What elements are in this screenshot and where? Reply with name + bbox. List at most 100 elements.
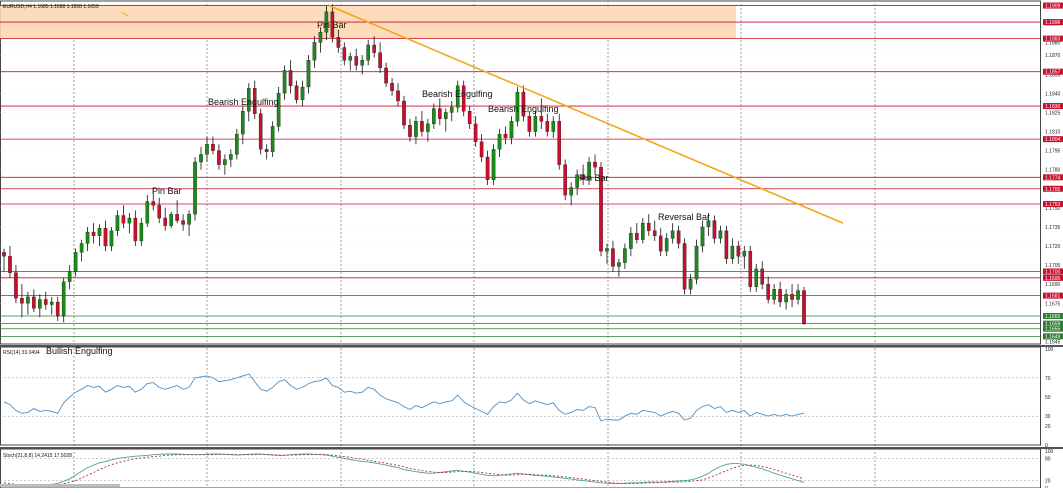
candle[interactable] <box>629 226 633 257</box>
candle[interactable] <box>217 144 221 170</box>
candle[interactable] <box>324 5 329 40</box>
candle[interactable] <box>372 36 376 58</box>
candle[interactable] <box>408 118 412 142</box>
candle[interactable] <box>461 80 466 117</box>
candle[interactable] <box>318 27 323 53</box>
candle[interactable] <box>790 284 794 308</box>
candle[interactable] <box>14 265 18 304</box>
candle[interactable] <box>396 83 400 107</box>
candle[interactable] <box>288 60 293 94</box>
candle[interactable] <box>509 116 514 145</box>
candle[interactable] <box>43 291 48 310</box>
candle[interactable] <box>617 258 621 277</box>
candle[interactable] <box>754 263 759 292</box>
candle[interactable] <box>384 62 388 87</box>
candle[interactable] <box>521 85 526 122</box>
candle[interactable] <box>641 218 645 244</box>
candle[interactable] <box>724 225 729 264</box>
candle[interactable] <box>354 48 359 71</box>
candle[interactable] <box>181 214 185 231</box>
candle[interactable] <box>712 215 717 244</box>
candle[interactable] <box>706 212 711 236</box>
candle[interactable] <box>91 223 96 244</box>
candle[interactable] <box>497 128 502 157</box>
candle[interactable] <box>127 212 132 234</box>
candle[interactable] <box>8 246 12 278</box>
candle[interactable] <box>545 113 550 137</box>
candle[interactable] <box>635 223 639 244</box>
candle[interactable] <box>718 225 723 244</box>
candle[interactable] <box>742 246 747 269</box>
candle[interactable] <box>802 286 806 325</box>
candle[interactable] <box>766 276 770 304</box>
candle[interactable] <box>569 182 573 206</box>
candle[interactable] <box>658 228 663 257</box>
candle[interactable] <box>282 65 287 100</box>
candle[interactable] <box>557 113 562 170</box>
candle[interactable] <box>455 80 460 113</box>
candle[interactable] <box>467 106 472 129</box>
candle[interactable] <box>784 289 788 310</box>
candle[interactable] <box>79 239 84 262</box>
candle[interactable] <box>32 289 36 313</box>
candle[interactable] <box>748 246 753 292</box>
candle[interactable] <box>778 281 782 308</box>
candle[interactable] <box>199 146 203 170</box>
candle[interactable] <box>193 156 197 221</box>
candle[interactable] <box>348 52 353 71</box>
candle[interactable] <box>694 239 699 285</box>
candle[interactable] <box>336 29 341 53</box>
candle[interactable] <box>700 220 705 253</box>
candle[interactable] <box>49 296 54 315</box>
candle[interactable] <box>2 248 6 272</box>
candle[interactable] <box>449 100 454 122</box>
candle[interactable] <box>223 154 227 175</box>
candle[interactable] <box>593 154 597 175</box>
candle[interactable] <box>796 284 800 305</box>
candle[interactable] <box>270 121 275 157</box>
candle[interactable] <box>258 108 263 155</box>
candle[interactable] <box>366 39 370 66</box>
candle[interactable] <box>670 223 675 244</box>
candle[interactable] <box>599 162 603 257</box>
candle[interactable] <box>438 98 442 126</box>
candle[interactable] <box>646 214 651 236</box>
candle[interactable] <box>169 211 173 229</box>
candle[interactable] <box>432 103 436 129</box>
candle[interactable] <box>211 136 215 155</box>
trendline[interactable] <box>328 4 844 224</box>
candle[interactable] <box>121 205 126 229</box>
candle[interactable] <box>390 78 394 96</box>
candle[interactable] <box>306 55 311 94</box>
candle[interactable] <box>772 284 776 305</box>
candle[interactable] <box>85 226 90 252</box>
candle[interactable] <box>109 226 114 252</box>
candle[interactable] <box>587 156 591 185</box>
candle[interactable] <box>539 98 544 129</box>
candle[interactable] <box>175 200 179 224</box>
candle[interactable] <box>73 248 78 277</box>
candle[interactable] <box>414 116 418 145</box>
candle[interactable] <box>503 126 508 145</box>
candle[interactable] <box>330 4 335 43</box>
candle[interactable] <box>676 225 681 249</box>
candle[interactable] <box>682 238 687 295</box>
candle[interactable] <box>241 106 245 145</box>
candle[interactable] <box>688 274 693 295</box>
candle[interactable] <box>563 159 567 201</box>
candle[interactable] <box>187 210 191 236</box>
candle[interactable] <box>342 42 347 66</box>
candle[interactable] <box>611 240 615 272</box>
candle[interactable] <box>360 55 365 75</box>
candle[interactable] <box>378 42 382 73</box>
candle[interactable] <box>264 144 269 160</box>
candle[interactable] <box>730 238 735 264</box>
candle[interactable] <box>515 86 520 127</box>
candle[interactable] <box>294 80 299 104</box>
candle[interactable] <box>20 284 24 318</box>
candle[interactable] <box>479 134 484 163</box>
candle[interactable] <box>139 218 144 247</box>
candle[interactable] <box>151 187 156 211</box>
candle[interactable] <box>252 80 257 119</box>
